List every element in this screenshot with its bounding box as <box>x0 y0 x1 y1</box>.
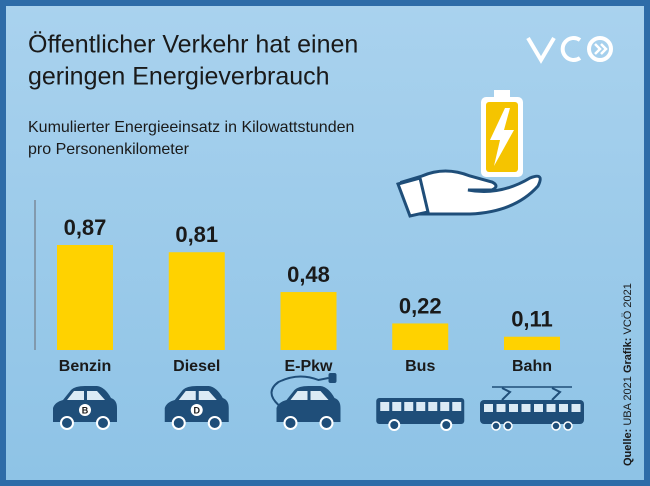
bar <box>504 336 560 350</box>
tram-window <box>559 404 568 412</box>
pantograph <box>501 387 512 401</box>
x-tick-label: Bus <box>405 358 435 375</box>
car-window <box>67 391 105 400</box>
tram-window <box>484 404 493 412</box>
bar <box>280 292 337 350</box>
value-label: 0,11 <box>511 307 553 332</box>
source: UBA 2021 <box>622 376 634 426</box>
value-label: 0,48 <box>287 262 330 287</box>
bar <box>168 252 225 350</box>
value-label: 0,22 <box>399 293 442 318</box>
hand-battery-icon <box>396 90 542 218</box>
vehicle-icon <box>270 373 341 430</box>
chart-subtitle: pro Personenkilometer <box>28 141 190 158</box>
bus-window <box>392 402 402 411</box>
tram-body <box>480 400 584 424</box>
bus-window <box>404 402 414 411</box>
chart-title: Öffentlicher Verkehr hat einen <box>28 31 358 59</box>
tram-window <box>496 404 506 412</box>
cable <box>270 375 329 406</box>
bus-wheel <box>440 419 453 431</box>
bus-window <box>416 402 426 411</box>
tram-window <box>521 404 531 412</box>
car-wheel <box>60 416 74 430</box>
bus-window <box>452 402 462 411</box>
bus-window <box>440 402 450 411</box>
credit-label: Grafik: <box>622 338 634 373</box>
x-tick-label: Benzin <box>59 358 111 375</box>
bar <box>392 323 449 350</box>
car-window <box>290 391 329 400</box>
tram-wheel <box>551 421 561 431</box>
tram-window <box>534 404 543 412</box>
vehicle-icon <box>376 398 465 431</box>
tram-window <box>546 404 556 412</box>
car-wheel <box>207 416 222 430</box>
tram-window <box>571 404 581 412</box>
x-tick-label: E-Pkw <box>284 358 333 375</box>
car-wheel <box>319 416 334 430</box>
x-tick-label: Bahn <box>512 358 552 375</box>
bar <box>57 244 113 350</box>
vehicle-icon <box>480 386 584 431</box>
vehicle-icon: B <box>53 386 117 430</box>
chart-subtitle: Kumulierter Energieeinsatz in Kilowattst… <box>28 119 354 136</box>
car-wheel <box>283 416 298 430</box>
plug <box>328 373 337 383</box>
x-tick-label: Diesel <box>173 358 220 375</box>
tram-wheel <box>491 421 501 431</box>
car-wheel <box>96 416 110 430</box>
value-label: 0,87 <box>64 215 107 240</box>
source-note: Quelle: UBA 2021 Grafik: VCÖ 2021 <box>622 283 634 466</box>
vehicle-icon: D <box>164 386 229 430</box>
car-wheel <box>171 416 186 430</box>
tram-wheel <box>563 421 573 431</box>
bus-wheel <box>388 419 401 431</box>
icon-label: D <box>194 405 201 415</box>
car-badge <box>79 404 91 416</box>
car-window <box>178 391 217 400</box>
bus-window <box>380 402 390 411</box>
icon-label: B <box>82 405 89 415</box>
tram-wheel <box>503 421 513 431</box>
bus-window <box>428 402 438 411</box>
value-label: 0,81 <box>175 222 218 247</box>
credit: VCÖ 2021 <box>622 283 634 334</box>
car-badge <box>190 404 203 416</box>
source-label: Quelle: <box>622 429 634 466</box>
chart-title: geringen Energieverbrauch <box>28 63 330 91</box>
logo <box>526 36 613 64</box>
car-body <box>276 386 341 422</box>
tram-window <box>509 404 518 412</box>
pantograph <box>551 387 562 401</box>
